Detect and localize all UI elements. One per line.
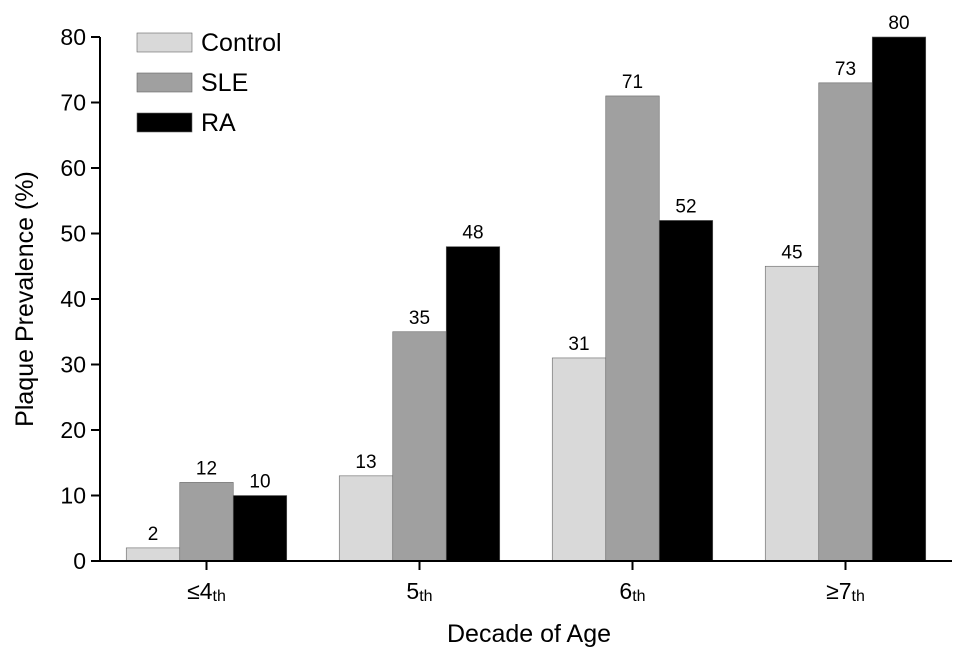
- data-label: 48: [462, 223, 483, 244]
- x-axis: ≤4th 5th 6th ≥7th: [100, 560, 952, 605]
- data-label: 2: [148, 524, 159, 545]
- legend: Control SLE RA: [136, 29, 282, 137]
- data-label: 73: [835, 59, 856, 80]
- x-tick-label: ≥7th: [826, 578, 865, 605]
- x-ticks-group: ≤4th 5th 6th ≥7th: [187, 561, 865, 605]
- bar-sle-2: [605, 95, 660, 562]
- bar-control-3: [764, 265, 820, 562]
- legend-swatch-control: [136, 32, 193, 53]
- y-axis: 0 10 20 30 40 50 60 70 80: [60, 24, 101, 574]
- y-tick-label: 30: [60, 352, 86, 378]
- y-ticks-group: 0 10 20 30 40 50 60 70 80: [60, 24, 100, 574]
- bar-sle-0: [179, 482, 234, 562]
- bars-group: [125, 36, 927, 562]
- data-label: 52: [675, 196, 696, 217]
- legend-label-ra: RA: [201, 109, 236, 137]
- y-tick-label: 70: [60, 90, 86, 116]
- y-tick-label: 50: [60, 221, 86, 247]
- bar-sle-1: [392, 331, 447, 562]
- legend-label-sle: SLE: [201, 69, 248, 97]
- y-tick-label: 60: [60, 155, 86, 181]
- bar-ra-1: [445, 246, 501, 562]
- bar-ra-2: [658, 220, 714, 562]
- x-tick-label: 5th: [406, 578, 432, 605]
- data-label: 10: [249, 472, 270, 493]
- data-label: 45: [781, 242, 802, 263]
- y-tick-label: 80: [60, 24, 86, 50]
- data-label: 13: [355, 452, 376, 473]
- bar-control-1: [338, 475, 394, 562]
- legend-label-control: Control: [201, 29, 282, 57]
- x-tick-label: ≤4th: [187, 578, 226, 605]
- data-label: 71: [622, 72, 643, 93]
- data-label: 35: [409, 308, 430, 329]
- data-label: 80: [888, 13, 909, 34]
- bar-sle-3: [818, 82, 873, 562]
- data-label: 31: [568, 334, 589, 355]
- x-axis-title: Decade of Age: [447, 620, 611, 648]
- bar-ra-0: [232, 495, 288, 562]
- bar-ra-3: [871, 36, 927, 562]
- y-tick-label: 10: [60, 483, 86, 509]
- bar-control-2: [551, 357, 607, 562]
- y-tick-label: 0: [73, 548, 86, 574]
- y-axis-title: Plaque Prevalence (%): [11, 171, 39, 427]
- bar-control-0: [125, 547, 181, 562]
- data-label: 12: [196, 458, 217, 479]
- legend-swatch-sle: [136, 72, 193, 93]
- y-tick-label: 40: [60, 286, 86, 312]
- x-tick-label: 6th: [619, 578, 645, 605]
- data-labels-group: 2 12 10 13 35 48 31 71 52 45 73 80: [148, 13, 910, 545]
- y-tick-label: 20: [60, 417, 86, 443]
- legend-swatch-ra: [136, 112, 193, 133]
